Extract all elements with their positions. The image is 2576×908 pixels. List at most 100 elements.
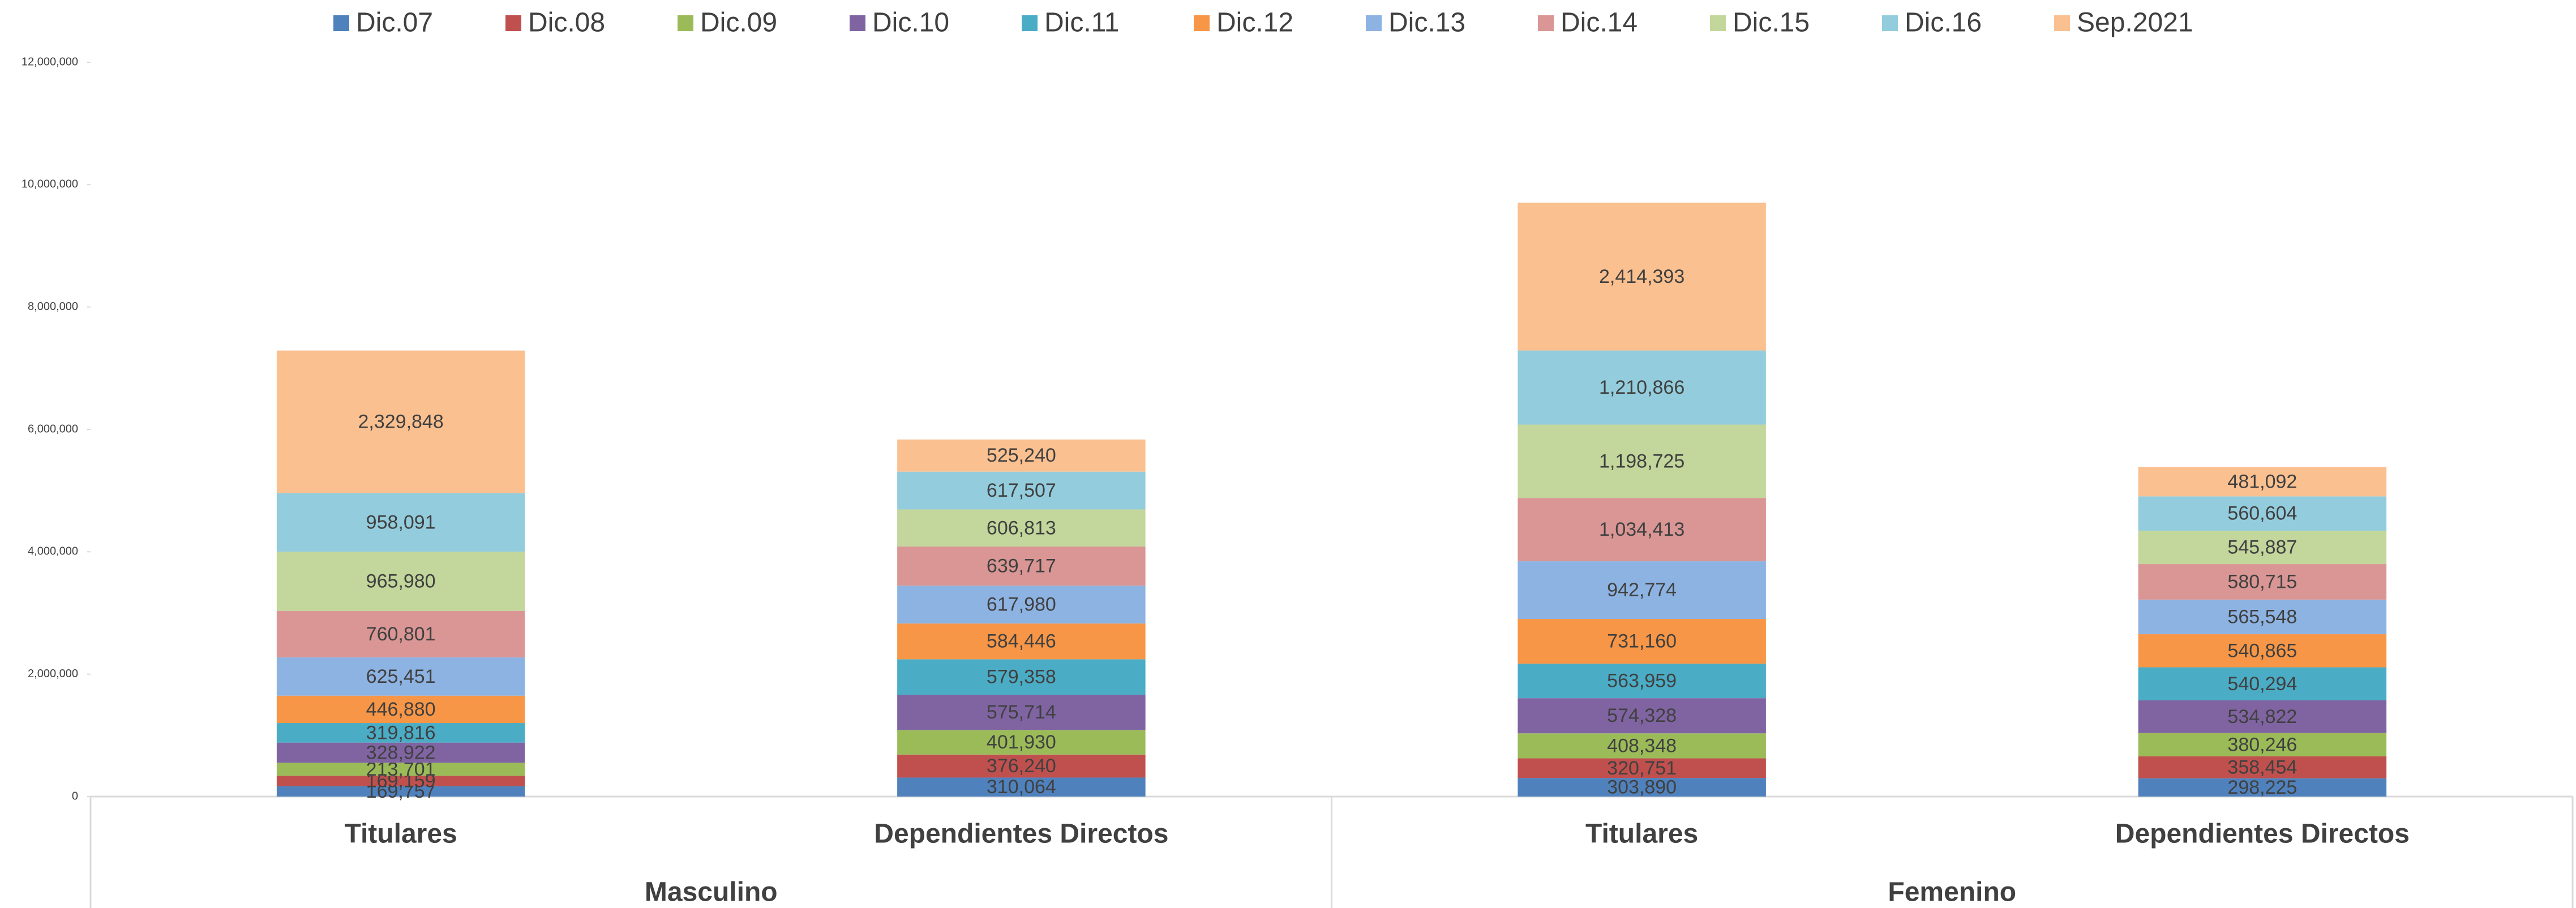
y-tick-label: 10,000,000 [22,178,78,191]
y-tick-label: 12,000,000 [22,55,78,68]
bar-segment [897,439,1146,472]
legend-swatch [850,15,865,31]
data-label: 625,451 [366,666,436,687]
data-label: 606,813 [987,517,1056,539]
bar-segment [276,786,525,797]
legend-label: Dic.07 [356,8,433,38]
data-label: 1,034,413 [1599,519,1685,540]
bar-segment [897,730,1146,755]
data-label: 320,751 [1607,758,1677,779]
bar-segment [1518,350,1766,425]
data-label: 2,414,393 [1599,266,1685,287]
data-label: 575,714 [987,702,1056,723]
legend-swatch [1882,15,1898,31]
legend-label: Dic.14 [1561,8,1638,38]
y-tick-label: 4,000,000 [28,545,78,558]
legend-swatch [678,15,693,31]
data-label: 446,880 [366,699,436,720]
data-label: 525,240 [987,445,1056,466]
data-label: 731,160 [1607,631,1677,652]
data-label: 401,930 [987,731,1056,753]
bar-segment [1518,203,1766,351]
x-tick-label: Titulares [345,819,457,849]
bar-segment [1518,733,1766,759]
data-label: 303,890 [1607,777,1677,798]
bar-segment [276,493,525,552]
legend-swatch [1022,15,1038,31]
bar-segment [2138,778,2387,797]
bar-segment [276,695,525,724]
y-tick-label: 8,000,000 [28,300,78,313]
bar-segment [2138,599,2387,635]
bar-segment [2138,531,2387,565]
data-label: 1,210,866 [1599,377,1685,398]
legend-label: Sep.2021 [2077,8,2193,38]
bar-segment [276,657,525,696]
bar-segment [276,350,525,493]
legend-swatch [1538,15,1554,31]
legend-swatch [505,15,521,31]
y-tick-label: 2,000,000 [28,668,78,680]
bar-segment [897,509,1146,547]
data-label: 560,604 [2227,503,2297,524]
legend-swatch [1710,15,1726,31]
data-label: 565,548 [2227,606,2297,627]
bar-segment [276,763,525,776]
legend-swatch [333,15,349,31]
bar-segment [1518,619,1766,664]
group-label: Masculino [645,877,778,907]
bar-segment [2138,700,2387,733]
bar-segment [276,776,525,786]
data-label: 617,507 [987,480,1056,501]
bar-segment [897,777,1146,797]
y-tick-label: 0 [72,790,78,802]
data-label: 579,358 [987,666,1056,688]
x-tick-label: Dependientes Directos [874,819,1168,849]
data-label: 298,225 [2227,777,2297,798]
bar-segment [276,610,525,658]
data-label: 965,980 [366,571,436,592]
data-label: 319,816 [366,722,436,743]
legend-label: Dic.09 [700,8,777,38]
legend-swatch [2054,15,2070,31]
bar-segment [1518,561,1766,619]
data-label: 408,348 [1607,735,1677,756]
bar-segment [276,552,525,611]
bar-segment [2138,467,2387,497]
legend-label: Dic.12 [1216,8,1293,38]
bar-segment [897,659,1146,695]
data-label: 376,240 [987,755,1056,777]
data-label: 310,064 [987,776,1056,798]
data-label: 574,328 [1607,705,1677,726]
bar-segment [1518,758,1766,778]
data-label: 481,092 [2227,471,2297,492]
bar-segment [897,471,1146,510]
bar-segment [897,695,1146,730]
data-label: 617,980 [987,594,1056,616]
data-label: 958,091 [366,511,436,533]
bar-segment [1518,698,1766,734]
group-label: Femenino [1888,877,2016,907]
data-label: 563,959 [1607,670,1677,692]
legend-label: Dic.08 [528,8,605,38]
x-tick-label: Titulares [1585,819,1698,849]
legend-swatch [1366,15,1382,31]
bar-segment [1518,778,1766,797]
data-label: 540,294 [2227,673,2297,695]
bar-segment [2138,756,2387,778]
data-label: 545,887 [2227,537,2297,558]
legend-swatch [1194,15,1210,31]
bar-segment [276,742,525,763]
data-label: 2,329,848 [358,411,443,433]
bar-segment [897,754,1146,778]
data-label: 328,922 [366,742,436,763]
bar-segment [1518,424,1766,498]
bar-segment [2138,634,2387,668]
data-label: 540,865 [2227,640,2297,661]
data-label: 1,198,725 [1599,450,1685,472]
data-label: 580,715 [2227,571,2297,592]
bar-segment [897,546,1146,586]
legend-label: Dic.13 [1388,8,1465,38]
